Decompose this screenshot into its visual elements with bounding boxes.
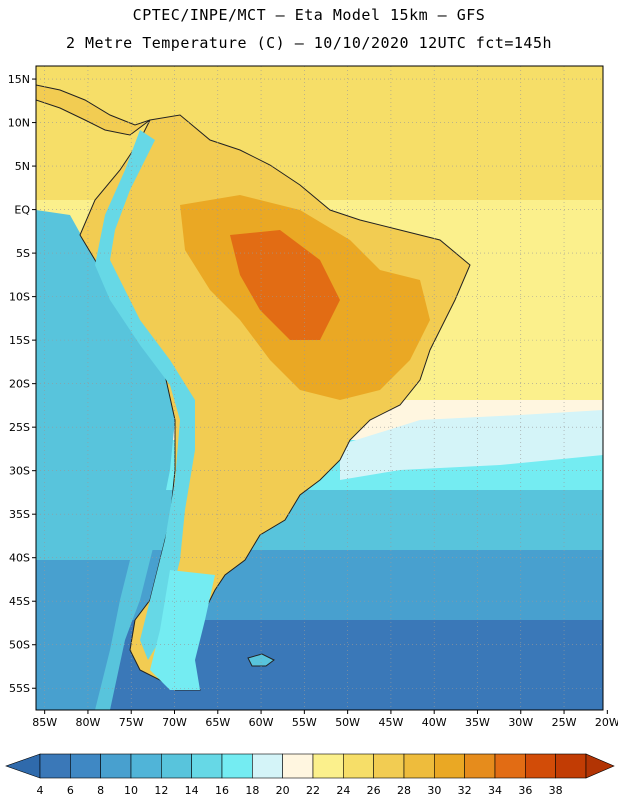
latitude-axis: 15N 10N 5N EQ 5S 10S 15S 20S 25S 30S 35S 40S 45S 50S 5…	[8, 73, 36, 695]
colorbar-label: 30	[427, 784, 441, 797]
central-america-land	[36, 84, 151, 136]
lat-label: 40S	[9, 552, 30, 565]
colorbar-segment	[464, 753, 496, 779]
colorbar-segment	[525, 753, 556, 779]
longitude-axis: 85W 80W 75W 70W 65W 60W 55W 50W 45W 40W 35W 30W 25W 2…	[32, 710, 618, 729]
lon-label: 70W	[162, 716, 187, 729]
map-subtitle: 2 Metre Temperature (C) – 10/10/2020 12U…	[65, 34, 553, 52]
colorbar-label: 22	[306, 784, 320, 797]
lon-label: 75W	[119, 716, 144, 729]
map-field	[36, 66, 603, 710]
lon-label: 55W	[292, 716, 317, 729]
colorbar: 4 6 8 10 12 14 16 18 20 22 24 26 28 30 32 34 36 38	[5, 753, 615, 797]
lon-label: 60W	[249, 716, 274, 729]
hottest-core	[230, 230, 340, 340]
colorbar-label: 28	[397, 784, 411, 797]
andes-ridge	[95, 130, 195, 660]
colorbar-label: 34	[488, 784, 502, 797]
lon-label: 80W	[76, 716, 101, 729]
lat-label: 30S	[9, 465, 30, 478]
lon-label: 85W	[32, 716, 57, 729]
lon-label: 50W	[335, 716, 360, 729]
lat-label: 35S	[9, 508, 30, 521]
pacific-cold-water	[36, 560, 130, 710]
colorbar-label: 38	[549, 784, 563, 797]
lat-label: 15S	[9, 334, 30, 347]
map-title: CPTEC/INPE/MCT – Eta Model 15km – GFS	[132, 6, 486, 24]
lon-label: 20W	[595, 716, 618, 729]
lon-label: 25W	[552, 716, 577, 729]
lat-label: 15N	[8, 73, 30, 86]
lat-label: 55S	[9, 682, 30, 695]
lat-label: 50S	[9, 639, 30, 652]
colorbar-label: 14	[185, 784, 199, 797]
colorbar-segment	[39, 753, 71, 779]
lat-label: 10N	[8, 117, 30, 130]
lat-label: 5S	[16, 247, 30, 260]
lat-label: 10S	[9, 291, 30, 304]
colorbar-segment	[373, 753, 405, 779]
lat-label: 20S	[9, 378, 30, 391]
colorbar-high-arrow	[585, 753, 615, 779]
colorbar-segment	[403, 753, 435, 779]
colorbar-segment	[312, 753, 344, 779]
colorbar-segment	[100, 753, 132, 779]
colorbar-label: 12	[154, 784, 168, 797]
patagonia-cool	[150, 570, 215, 690]
lon-label: 45W	[378, 716, 403, 729]
ocean-coldest	[36, 620, 603, 710]
colorbar-label: 4	[37, 784, 44, 797]
lon-label: 30W	[508, 716, 533, 729]
graticule	[36, 66, 603, 710]
lat-label: 45S	[9, 595, 30, 608]
lat-label: 25S	[9, 421, 30, 434]
colorbar-label: 24	[336, 784, 350, 797]
colorbar-label: 20	[276, 784, 290, 797]
colorbar-segment	[282, 753, 314, 779]
colorbar-segment	[252, 753, 283, 779]
colorbar-segment	[130, 753, 162, 779]
colorbar-segment	[221, 753, 253, 779]
colorbar-segment	[70, 753, 101, 779]
colorbar-segment	[161, 753, 192, 779]
colorbar-label: 18	[245, 784, 259, 797]
colorbar-segment	[191, 753, 223, 779]
colorbar-label: 10	[124, 784, 138, 797]
colorbar-low-arrow	[5, 753, 41, 779]
colorbar-label: 26	[367, 784, 381, 797]
lat-label: 5N	[15, 160, 30, 173]
colorbar-label: 16	[215, 784, 229, 797]
colorbar-label: 6	[67, 784, 74, 797]
colorbar-label: 8	[97, 784, 104, 797]
map-frame	[35, 65, 604, 711]
lon-label: 35W	[465, 716, 490, 729]
colorbar-label: 32	[458, 784, 472, 797]
colorbar-segment	[343, 753, 374, 779]
colorbar-label: 36	[518, 784, 532, 797]
atlantic-pale-belt	[340, 410, 603, 480]
colorbar-segment	[434, 753, 465, 779]
falkland-islands	[247, 653, 275, 667]
lat-label: EQ	[14, 204, 30, 217]
colorbar-segment	[555, 753, 587, 779]
lon-label: 65W	[205, 716, 230, 729]
colorbar-segment	[494, 753, 526, 779]
lon-label: 40W	[422, 716, 447, 729]
